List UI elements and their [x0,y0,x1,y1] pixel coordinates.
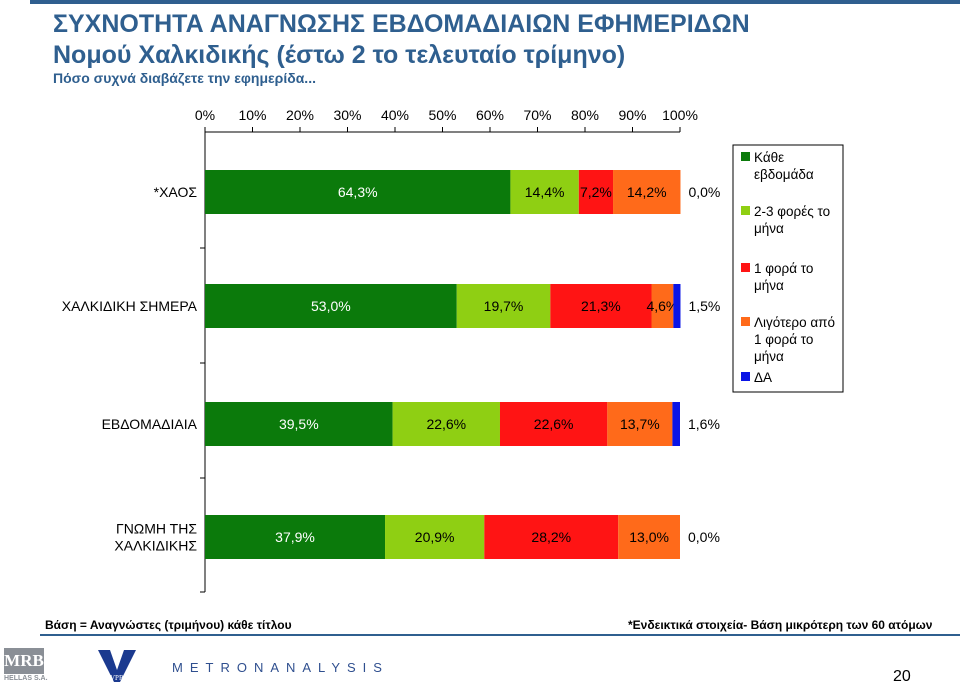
x-tick-label: 100% [662,107,698,123]
bar-segment [205,402,393,446]
x-tick-label: 30% [333,107,361,123]
data-label: 37,9% [275,529,315,545]
category-label: ΕΒΔΟΜΑΔΙΑΙΑ [102,416,198,432]
legend-label: ΔΑ [754,370,772,385]
bar-segment [673,284,681,328]
legend-swatch [741,206,750,215]
bar-segment [392,402,500,446]
x-tick-label: 90% [618,107,646,123]
x-tick-label: 10% [238,107,266,123]
legend-label: 1 φορά το [754,261,813,276]
bar-segment [618,515,680,559]
category-label: ΓΝΩΜΗ ΤΗΣ [116,521,197,537]
data-label: 53,0% [311,298,351,314]
bar-segment [484,515,619,559]
metron-analysis-logo: METRONANALYSIS [172,660,389,675]
category-label: ΧΑΛΚΙΔΙΚΗΣ [114,538,197,554]
bar-segment [550,284,652,328]
data-label: 64,3% [338,184,378,200]
data-label: 7,2% [580,184,612,200]
bar-segment [578,170,614,214]
bar-segment [499,402,608,446]
x-tick-label: 40% [381,107,409,123]
page-number: 20 [893,668,911,685]
bar-segment [456,284,551,328]
legend-label: μήνα [754,349,784,364]
legend-label: μήνα [754,278,784,293]
footer-rule [40,634,960,636]
bar-segment [205,515,386,559]
svg-text:VPRC: VPRC [110,674,129,682]
data-label: 1,5% [688,298,720,314]
legend-label: 2-3 φορές το [754,204,830,219]
bar-segment [672,402,680,446]
legend-label: 1 φορά το [754,332,813,347]
data-label: 19,7% [484,298,524,314]
base-note: Βάση = Αναγνώστες (τριμήνου) κάθε τίτλου [45,618,292,632]
data-label: 14,2% [627,184,667,200]
bar-segment [651,284,674,328]
category-label: ΧΑΛΚΙΔΙΚΗ ΣΗΜΕΡΑ [62,298,198,314]
legend-label: Κάθε [754,150,784,165]
bar-segment [385,515,485,559]
data-label: 20,9% [415,529,455,545]
data-label: 13,0% [629,529,669,545]
data-label: 13,7% [620,416,660,432]
bar-segment [510,170,579,214]
x-tick-label: 70% [523,107,551,123]
x-tick-label: 80% [571,107,599,123]
vprc-logo: VPRC [98,650,136,682]
top-rule [30,0,960,4]
data-label: 1,6% [688,416,720,432]
x-tick-label: 20% [286,107,314,123]
legend-label: Λιγότερο από [754,315,835,330]
legend-box [732,144,844,393]
x-tick-label: 60% [476,107,504,123]
data-label: 0,0% [688,184,720,200]
bar-segment [607,402,673,446]
legend-label: εβδομάδα [754,167,814,182]
legend-swatch [741,317,750,326]
data-label: 0,0% [688,529,720,545]
legend-label: μήνα [754,221,784,236]
data-label: 28,2% [531,529,571,545]
legend-swatch [741,372,750,381]
category-label: *ΧΑΟΣ [154,184,198,200]
data-label: 22,6% [426,416,466,432]
page-title-line2: Νομού Χαλκιδικής (έστω 2 το τελευταίο τρ… [53,41,626,69]
mrb-logo: MRB [4,648,44,674]
bar-segment [205,170,511,214]
legend-swatch [741,263,750,272]
bar-segment [613,170,681,214]
sample-note: *Ενδεικτικά στοιχεία- Βάση μικρότερη των… [628,618,933,632]
data-label: 14,4% [525,184,565,200]
page-title: ΣΥΧΝΟΤΗΤΑ ΑΝΑΓΝΩΣΗΣ ΕΒΔΟΜΑΔΙΑΙΩΝ ΕΦΗΜΕΡΙ… [53,10,750,38]
question-subtitle: Πόσο συχνά διαβάζετε την εφημερίδα... [53,70,316,86]
mrb-logo-subtitle: HELLAS S.A. [4,675,48,682]
data-label: 21,3% [581,298,621,314]
data-label: 22,6% [534,416,574,432]
bar-segment [205,284,457,328]
x-tick-label: 50% [428,107,456,123]
legend-swatch [741,152,750,161]
x-tick-label: 0% [195,107,215,123]
data-label: 39,5% [279,416,319,432]
data-label: 4,6% [646,298,678,314]
